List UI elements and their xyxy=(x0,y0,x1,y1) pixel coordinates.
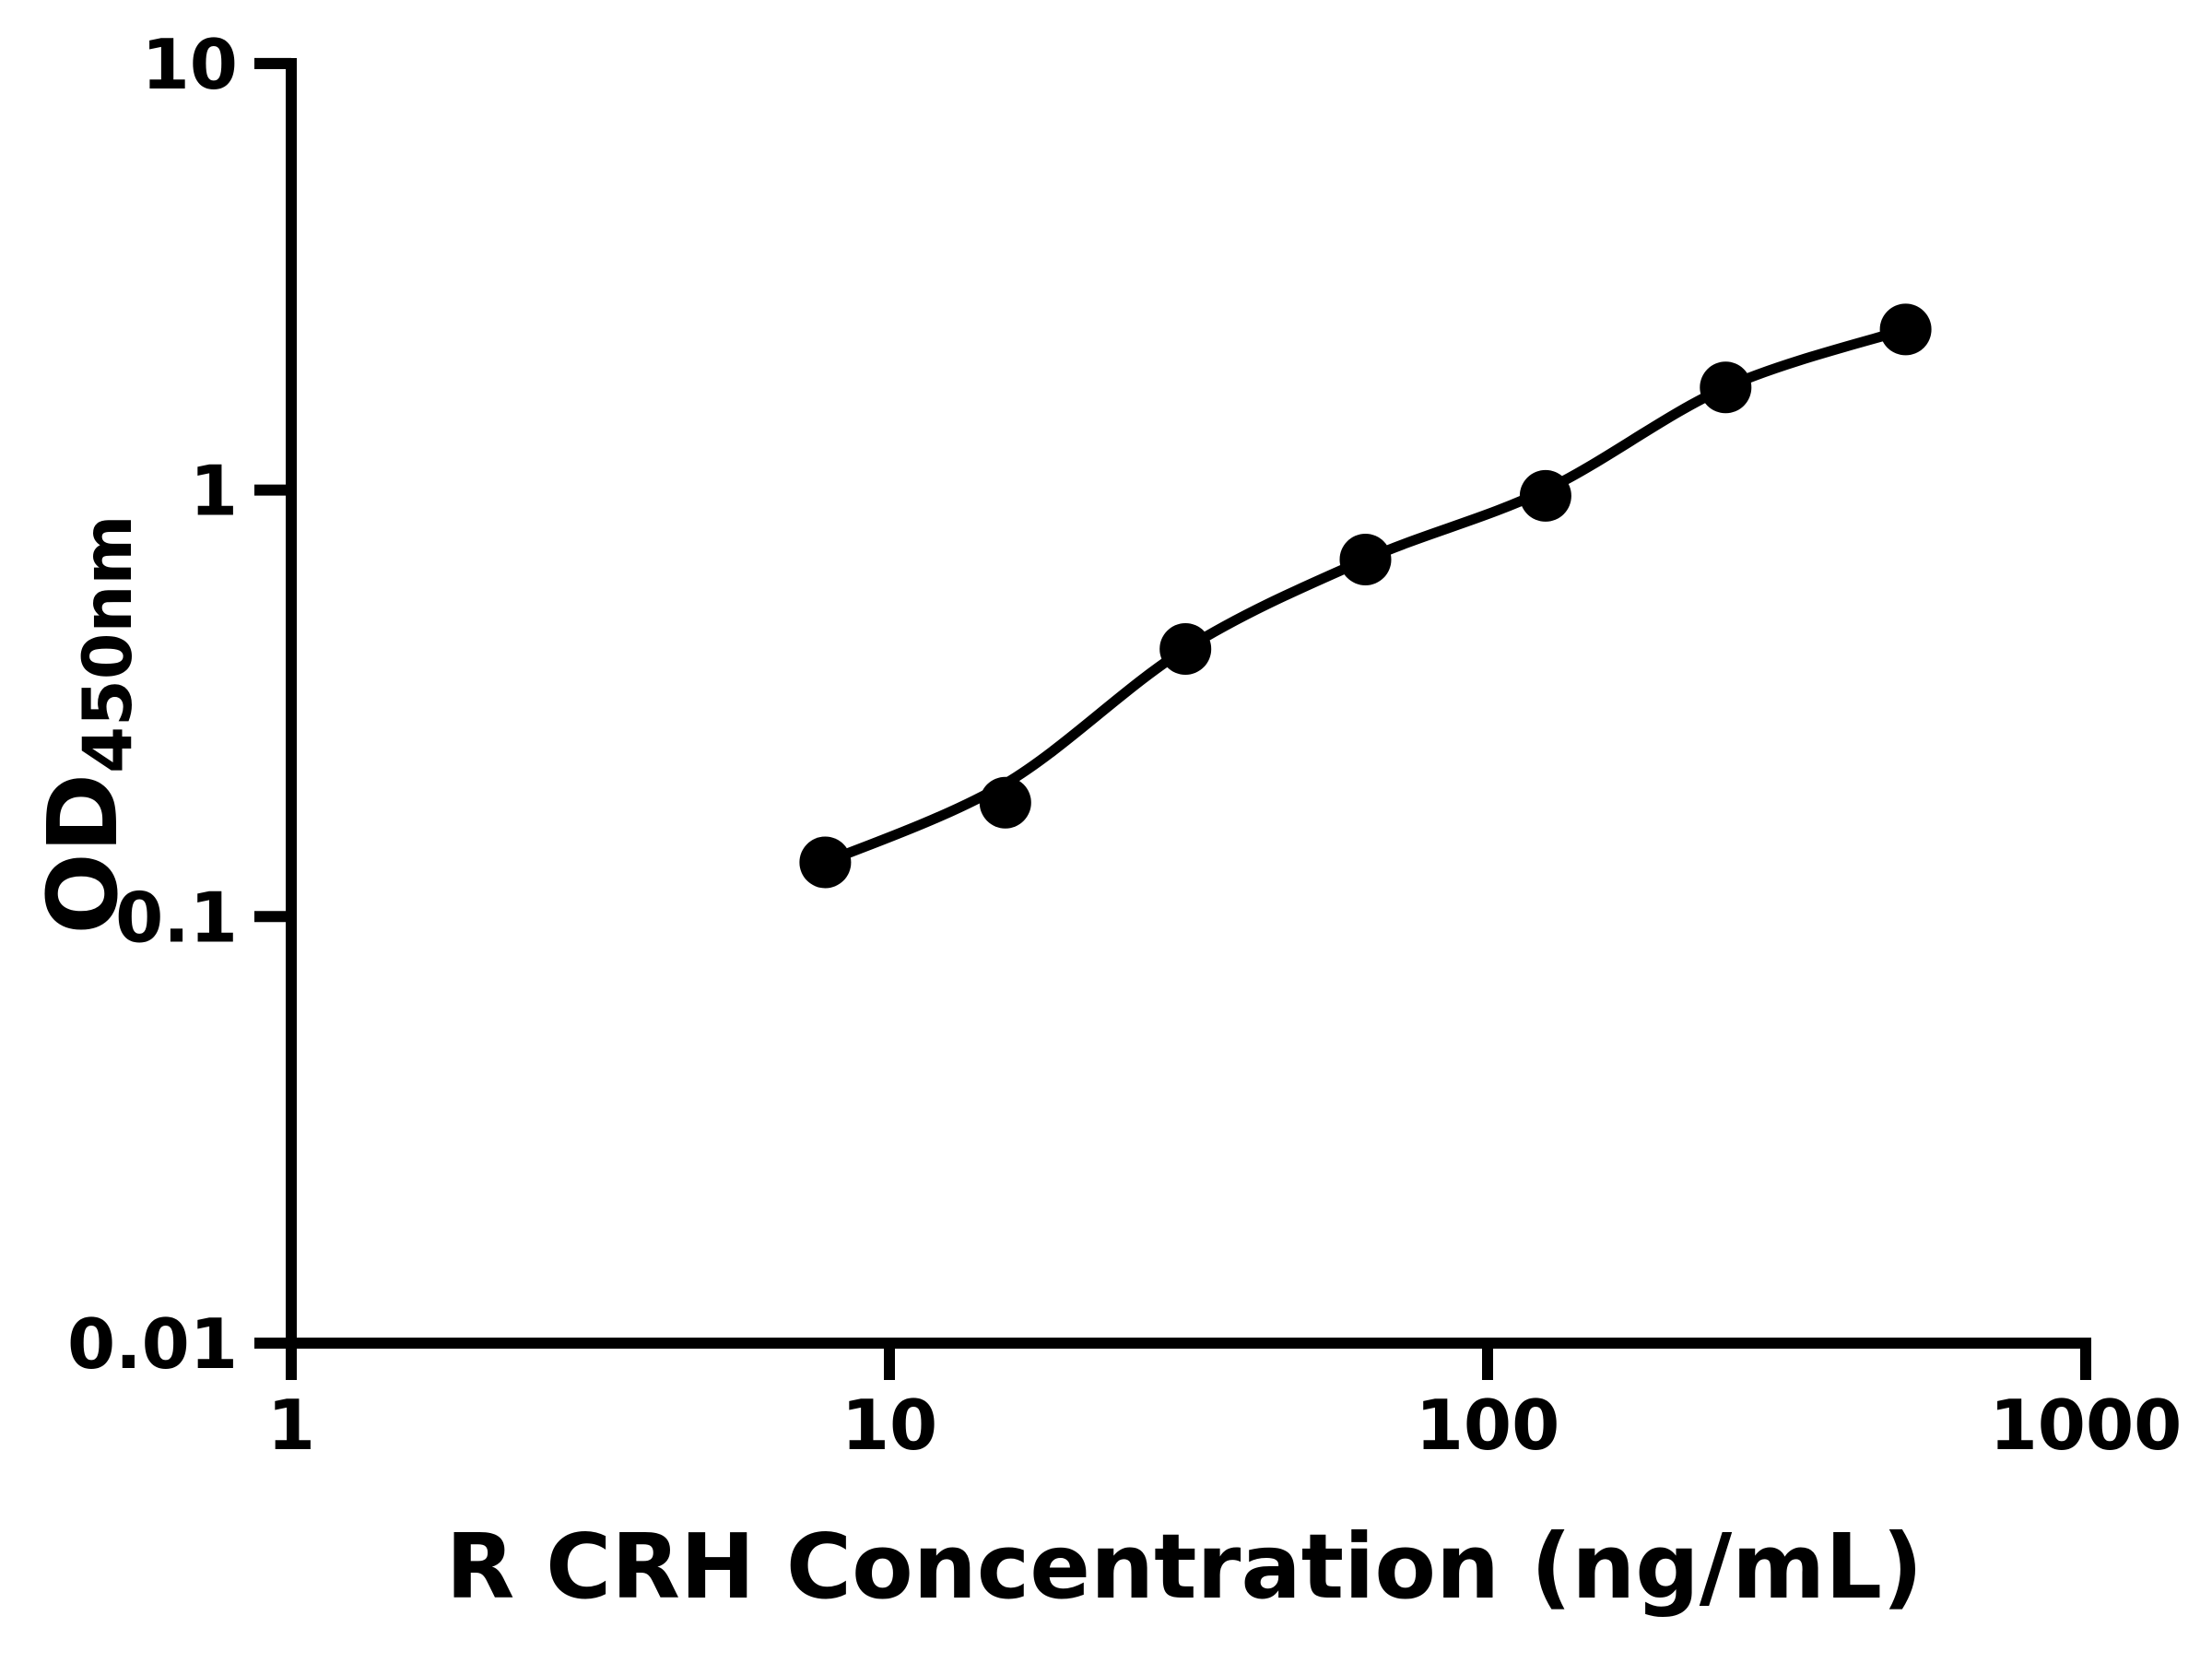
data-point xyxy=(799,836,852,889)
fit-curve-line xyxy=(819,324,1912,867)
y-tick-label: 0.1 xyxy=(115,877,238,958)
tick-marks xyxy=(254,57,2091,1380)
data-point xyxy=(1700,361,1752,414)
data-point xyxy=(1879,303,1932,356)
x-tick-label: 1000 xyxy=(1990,1385,2183,1466)
y-tick-label: 0.01 xyxy=(67,1303,238,1385)
data-point xyxy=(1519,469,1571,522)
data-point xyxy=(979,776,1031,829)
x-tick-label: 10 xyxy=(841,1385,937,1466)
y-axis-tick-labels: 10 1 0.1 0.01 xyxy=(67,24,238,1385)
y-axis-title-subscript: 450nm xyxy=(69,514,147,773)
data-point xyxy=(1339,534,1392,585)
y-axis-title: OD450nm xyxy=(27,514,147,934)
x-tick-label: 100 xyxy=(1416,1385,1560,1466)
x-axis-tick-labels: 1 10 100 1000 xyxy=(267,1385,2182,1466)
x-tick-label: 1 xyxy=(267,1385,315,1466)
axis-spines xyxy=(254,58,2091,1380)
x-axis-title: R CRH Concentration (ng/mL) xyxy=(446,1515,1924,1619)
y-tick-label: 10 xyxy=(142,24,238,105)
y-axis-title-main: OD xyxy=(27,773,139,935)
data-point xyxy=(1159,623,1212,675)
data-points xyxy=(799,303,1932,889)
y-tick-label: 1 xyxy=(190,451,238,532)
